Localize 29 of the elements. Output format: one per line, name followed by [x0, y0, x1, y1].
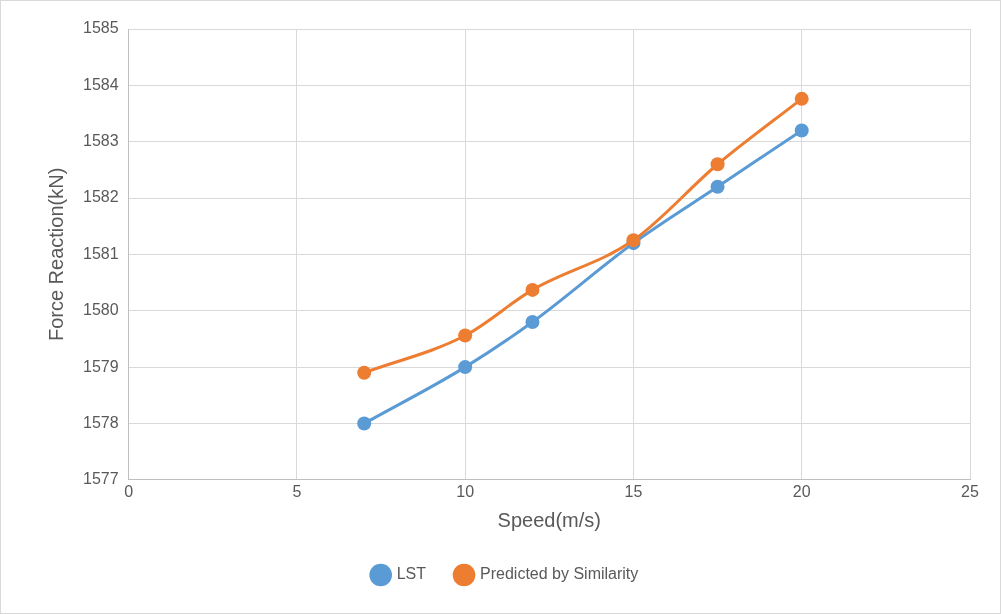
- y-tick-label: 1578: [83, 413, 119, 431]
- y-tick-label: 1581: [83, 244, 119, 262]
- y-tick-label: 1579: [83, 357, 119, 375]
- point: [357, 365, 372, 380]
- y-tick-label: 1583: [83, 132, 119, 150]
- x-tick-label: 0: [124, 482, 134, 500]
- y-tick-label: 1580: [83, 301, 119, 319]
- y-axis-title: Force Reaction(kN): [44, 167, 67, 342]
- y-tick-label: 1585: [83, 19, 119, 37]
- x-tick-label: 10: [456, 482, 475, 500]
- point: [710, 157, 725, 172]
- point: [458, 328, 473, 343]
- x-tick-label: 15: [624, 482, 643, 500]
- point: [794, 123, 809, 138]
- y-tick-label: 1577: [83, 470, 119, 488]
- point: [525, 315, 540, 330]
- x-tick-label: 25: [961, 482, 979, 500]
- point: [525, 282, 540, 297]
- x-tick-label: 20: [792, 482, 811, 500]
- x-tick-label: 5: [292, 482, 302, 500]
- y-tick-label: 1584: [83, 75, 119, 93]
- point: [357, 416, 372, 431]
- legend-label: Predicted by Similarity: [480, 565, 639, 583]
- point: [458, 360, 473, 375]
- y-tick-label: 1582: [83, 188, 119, 206]
- x-axis-title: Speed(m/s): [497, 508, 601, 531]
- legend-label: LST: [396, 565, 427, 583]
- point: [710, 179, 725, 194]
- point: [794, 91, 809, 106]
